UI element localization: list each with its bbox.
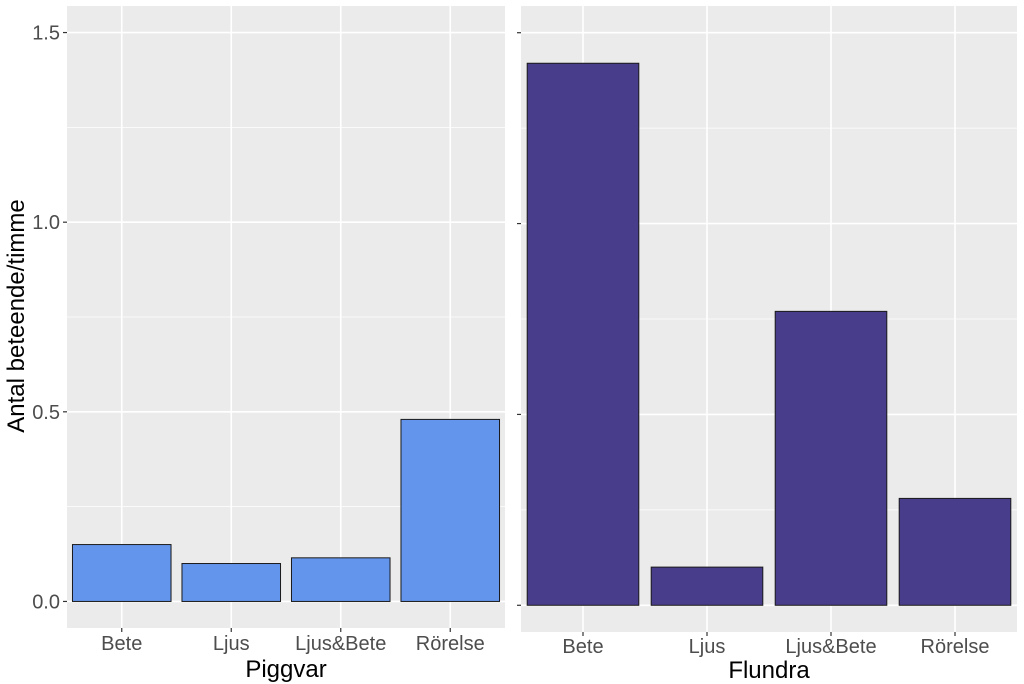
x-tick-label: Ljus <box>213 633 250 655</box>
bar-flundra-0 <box>526 62 640 606</box>
y-tick-label: 1.0 <box>32 212 60 234</box>
x-axis-title: Piggvar <box>245 656 326 683</box>
x-tick-label: Bete <box>562 636 603 658</box>
x-axis-title: Flundra <box>728 657 810 684</box>
panel-piggvar: Bete Ljus Ljus&Bete Rörelse 0.0 0.5 1.0 1.5 Pigg… <box>32 6 505 683</box>
x-tick-label: Ljus <box>689 636 726 658</box>
bar-piggvar-2 <box>290 557 391 602</box>
y-tick-label: 0.0 <box>32 591 60 613</box>
bar-piggvar-0 <box>71 544 172 602</box>
x-tick-label: Bete <box>101 633 142 655</box>
bar-piggvar-3 <box>400 418 501 602</box>
x-tick-label: Rörelse <box>921 636 990 658</box>
bar-piggvar-1 <box>181 563 282 602</box>
x-tick-label: Ljus&Bete <box>295 633 386 655</box>
x-tick-label: Rörelse <box>416 633 485 655</box>
y-tick-label: 1.5 <box>32 23 60 45</box>
y-tick-label: 0.5 <box>32 402 60 424</box>
y-axis-title: Antal beteende/timme <box>3 199 30 432</box>
x-tick-label: Ljus&Bete <box>785 636 876 658</box>
panel-flundra: Bete Ljus Ljus&Bete Rörelse Flundra <box>517 6 1017 684</box>
bar-flundra-2 <box>774 310 888 606</box>
bar-flundra-3 <box>898 497 1012 606</box>
bar-flundra-1 <box>650 566 764 606</box>
